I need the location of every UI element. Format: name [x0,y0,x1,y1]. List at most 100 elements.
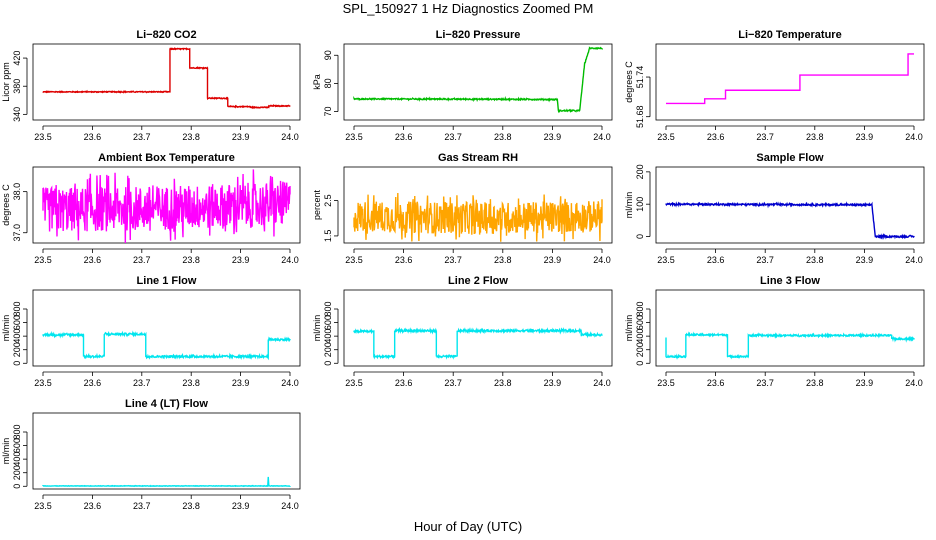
x-tick-label: 24.0 [593,255,611,265]
x-tick-label: 23.7 [133,501,151,511]
y-tick-label: 51.74 [635,66,645,89]
y-tick-label: 200 [323,342,333,357]
x-tick-label: 24.0 [593,132,611,142]
x-tick-label: 23.5 [657,255,675,265]
y-tick-label: 400 [12,452,22,467]
panel-title: Ambient Box Temperature [98,152,235,164]
series-line [666,53,914,105]
x-tick-label: 23.6 [707,378,725,388]
y-tick-label: 400 [12,329,22,344]
x-tick-label: 23.5 [34,255,52,265]
y-tick-label: 100 [635,197,645,212]
panel-title: Li−820 Temperature [738,29,841,41]
y-tick-label: 200 [635,342,645,357]
y-tick-label: 80 [323,78,333,88]
plot-frame [343,166,613,244]
y-tick-label: 800 [12,301,22,316]
x-tick-label: 23.7 [444,255,462,265]
x-tick-label: 23.9 [232,501,250,511]
panel-title: Line 3 Flow [760,275,820,287]
series-line [665,201,915,240]
y-tick-label: 70 [323,107,333,117]
x-tick-label: 23.8 [494,378,512,388]
x-tick-label: 23.8 [494,255,512,265]
x-tick-label: 23.8 [182,378,200,388]
x-tick-label: 23.6 [707,132,725,142]
x-tick-label: 23.9 [856,378,874,388]
x-tick-label: 23.7 [756,378,774,388]
chart-panel: Line 2 Flow ml/min 23.5 23.6 23.7 23.8 23.9 24.… [312,275,613,388]
panel-title: Line 2 Flow [448,275,508,287]
x-tick-label: 23.5 [345,255,363,265]
x-tick-label: 23.7 [133,132,151,142]
plot-frame [655,289,925,367]
figure-x-axis-label: Hour of Day (UTC) [414,519,522,534]
panels: Li−820 CO2 Licor ppm 23.5 23.6 23.7 23.8 23.9 2… [1,29,925,511]
x-tick-label: 24.0 [281,501,299,511]
x-tick-label: 24.0 [593,378,611,388]
x-tick-label: 23.9 [856,132,874,142]
x-tick-label: 24.0 [281,378,299,388]
y-tick-label: 200 [12,342,22,357]
chart-panel: Line 4 (LT) Flow ml/min 23.5 23.6 23.7 23.8 23… [1,398,301,511]
x-tick-label: 23.8 [182,501,200,511]
series-line [353,326,603,360]
figure-title: SPL_150927 1 Hz Diagnostics Zoomed PM [343,1,594,16]
y-tick-label: 51.68 [635,105,645,128]
x-tick-label: 23.6 [395,255,413,265]
y-tick-label: 800 [635,301,645,316]
panel-title: Gas Stream RH [438,152,518,164]
x-tick-label: 23.7 [133,255,151,265]
plot-frame [32,289,301,367]
y-tick-label: 38.0 [12,183,22,201]
x-tick-label: 23.7 [444,132,462,142]
y-axis-label: percent [312,189,322,220]
chart-panel: Li−820 Pressure kPa 23.5 23.6 23.7 23.8 23.9 24… [312,29,613,142]
chart-panel: Line 3 Flow ml/min 23.5 23.6 23.7 23.8 23.9 24.… [624,275,925,388]
plot-frame [655,43,925,121]
y-tick-label: 37.0 [12,224,22,242]
y-tick-label: 400 [635,329,645,344]
y-axis-label: ml/min [1,315,11,342]
x-tick-label: 23.6 [84,378,102,388]
plot-frame [32,166,301,244]
x-tick-label: 23.5 [34,501,52,511]
panel-title: Line 4 (LT) Flow [125,398,208,410]
x-tick-label: 23.7 [756,255,774,265]
chart-panel: Sample Flow ml/min 23.5 23.6 23.7 23.8 23.9 24.… [624,152,925,265]
y-tick-label: 0 [12,361,22,366]
x-tick-label: 23.8 [182,255,200,265]
y-tick-label: 400 [323,329,333,344]
x-tick-label: 24.0 [905,255,923,265]
x-tick-label: 23.9 [232,132,250,142]
series-line [353,192,603,242]
x-tick-label: 24.0 [281,255,299,265]
x-tick-label: 23.6 [395,132,413,142]
y-tick-label: 0 [323,361,333,366]
x-tick-label: 23.9 [232,255,250,265]
y-axis-label: degrees C [624,61,634,103]
series-line [353,46,603,114]
panel-title: Sample Flow [756,152,824,164]
x-tick-label: 23.9 [232,378,250,388]
y-tick-label: 600 [323,315,333,330]
y-axis-label: degrees C [1,184,11,226]
x-tick-label: 23.7 [444,378,462,388]
series-line [42,169,291,243]
x-tick-label: 23.6 [395,378,413,388]
y-tick-label: 1.5 [323,230,333,243]
plot-frame [32,412,301,490]
plot-frame [655,166,925,244]
y-axis-label: ml/min [312,315,322,342]
x-tick-label: 23.8 [806,132,824,142]
y-tick-label: 90 [323,50,333,60]
x-tick-label: 23.6 [84,501,102,511]
y-axis-label: kPa [312,74,322,90]
x-tick-label: 23.8 [494,132,512,142]
chart-panel: Li−820 Temperature degrees C 23.5 23.6 23.7 2… [624,29,925,142]
series-line [42,476,291,488]
x-tick-label: 23.7 [756,132,774,142]
x-tick-label: 23.5 [657,378,675,388]
y-tick-label: 0 [12,484,22,489]
